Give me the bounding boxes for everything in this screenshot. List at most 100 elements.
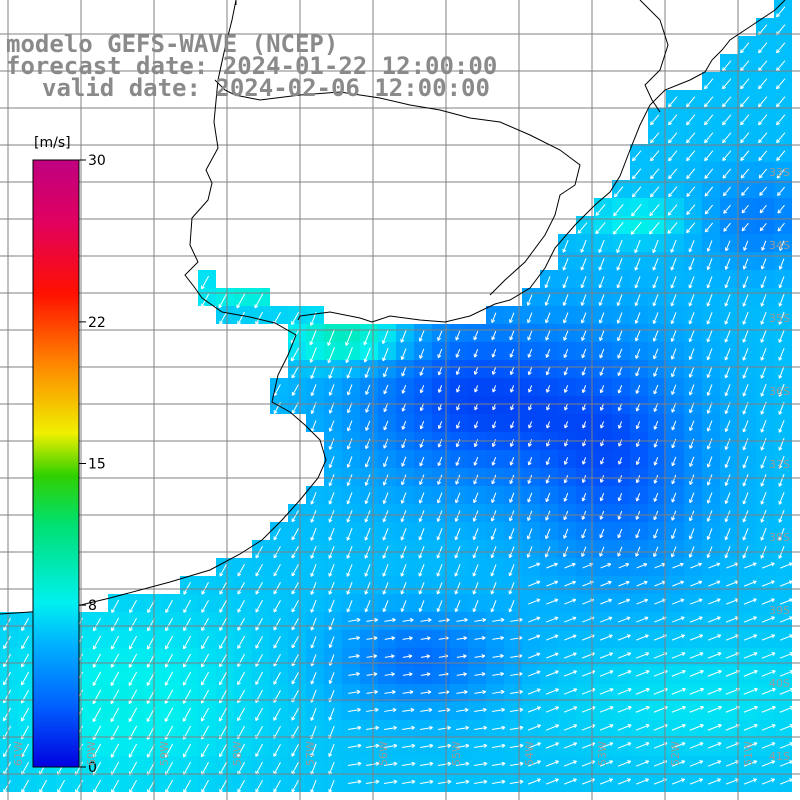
wind-arrow — [510, 385, 515, 393]
wind-arrow — [758, 132, 768, 144]
wind-arrow — [328, 600, 335, 613]
wind-arrow — [419, 348, 425, 359]
wind-arrow — [400, 330, 407, 343]
wind-arrow — [491, 330, 497, 341]
wind-arrow — [545, 385, 551, 393]
wind-arrow — [598, 276, 605, 289]
wind-arrow — [419, 366, 425, 376]
wind-arrow — [686, 186, 696, 197]
wind-arrow — [617, 528, 623, 539]
wind-arrow — [742, 276, 749, 289]
wind-arrow — [742, 294, 749, 307]
wind-arrow — [382, 366, 389, 378]
wind-arrow — [635, 384, 641, 394]
wind-arrow — [617, 384, 623, 394]
wind-arrow — [706, 240, 713, 252]
wind-arrow — [704, 204, 714, 215]
wind-arrow — [760, 420, 767, 433]
wind-arrow — [491, 367, 497, 375]
wind-arrow — [668, 168, 678, 180]
wind-arrow — [688, 240, 695, 253]
wind-arrow — [688, 330, 695, 343]
wind-arrow — [544, 276, 551, 289]
wind-arrow — [400, 582, 407, 595]
latitude-label: 35S — [769, 312, 790, 325]
wind-arrow — [617, 457, 623, 465]
wind-arrow — [690, 562, 702, 569]
wind-arrow — [346, 420, 353, 432]
wind-arrow — [599, 366, 605, 376]
colorbar-fill — [32, 159, 80, 768]
wind-arrow — [472, 492, 479, 504]
wind-arrow — [598, 312, 605, 324]
wind-arrow — [758, 114, 768, 126]
wind-arrow — [328, 582, 335, 595]
longitude-label: 51W — [742, 741, 755, 766]
wind-arrow — [401, 438, 407, 449]
wind-arrow — [706, 330, 713, 343]
wind-arrow — [762, 580, 775, 587]
wind-arrow — [778, 510, 785, 523]
wind-arrow — [617, 366, 623, 377]
wind-arrow — [382, 600, 389, 613]
wind-arrow — [183, 581, 191, 595]
wind-arrow — [545, 492, 551, 503]
wind-arrow — [291, 311, 300, 326]
wind-arrow — [634, 276, 641, 289]
wind-arrow — [382, 510, 389, 523]
wind-arrow — [346, 492, 353, 505]
wind-arrow — [671, 384, 677, 395]
wind-arrow — [454, 564, 461, 577]
wind-arrow — [346, 474, 353, 487]
wind-arrow — [780, 562, 793, 569]
wind-arrow — [545, 330, 551, 341]
wind-arrow — [491, 312, 497, 324]
wind-arrow — [616, 294, 623, 307]
wind-arrow — [545, 348, 551, 358]
wind-arrow — [291, 600, 299, 613]
wind-arrow — [724, 474, 731, 486]
wind-arrow — [595, 222, 606, 235]
wind-arrow — [327, 329, 335, 346]
wind-arrow — [473, 474, 479, 485]
wind-arrow — [472, 564, 479, 577]
wind-arrow — [564, 580, 576, 587]
wind-arrow — [419, 385, 425, 394]
wind-arrow — [668, 96, 678, 108]
wind-arrow — [635, 492, 641, 502]
wind-arrow — [744, 580, 757, 587]
wind-arrow — [528, 403, 533, 411]
wind-arrow — [509, 348, 515, 358]
wind-arrow — [328, 420, 335, 432]
wind-arrow — [580, 258, 587, 271]
wind-arrow — [689, 474, 695, 485]
wind-arrow — [688, 528, 695, 540]
wind-arrow — [634, 330, 641, 342]
wind-arrow — [706, 528, 713, 540]
wind-arrow — [528, 562, 541, 569]
wind-arrow — [632, 150, 642, 162]
wind-arrow — [667, 204, 678, 216]
wind-arrow — [545, 457, 551, 466]
wind-arrow — [437, 330, 443, 341]
wind-arrow — [742, 312, 749, 325]
wind-arrow — [527, 385, 533, 393]
wind-arrow — [577, 222, 588, 234]
wind-arrow — [418, 510, 425, 523]
wind-arrow — [364, 474, 371, 486]
wind-arrow — [436, 600, 443, 612]
wind-arrow — [418, 492, 425, 504]
wind-arrow — [617, 330, 623, 342]
wind-arrow — [528, 580, 541, 587]
wind-arrow — [562, 294, 569, 306]
wind-arrow — [218, 293, 228, 309]
wind-arrow — [111, 599, 120, 613]
wind-arrow — [652, 258, 659, 271]
wind-arrow — [704, 96, 714, 108]
longitude-label: 54W — [523, 741, 536, 766]
wind-arrow — [527, 457, 533, 466]
longitude-label: 59W — [158, 741, 171, 766]
wind-arrow — [183, 599, 191, 613]
wind-arrow — [653, 474, 659, 484]
wind-arrow — [401, 384, 407, 394]
